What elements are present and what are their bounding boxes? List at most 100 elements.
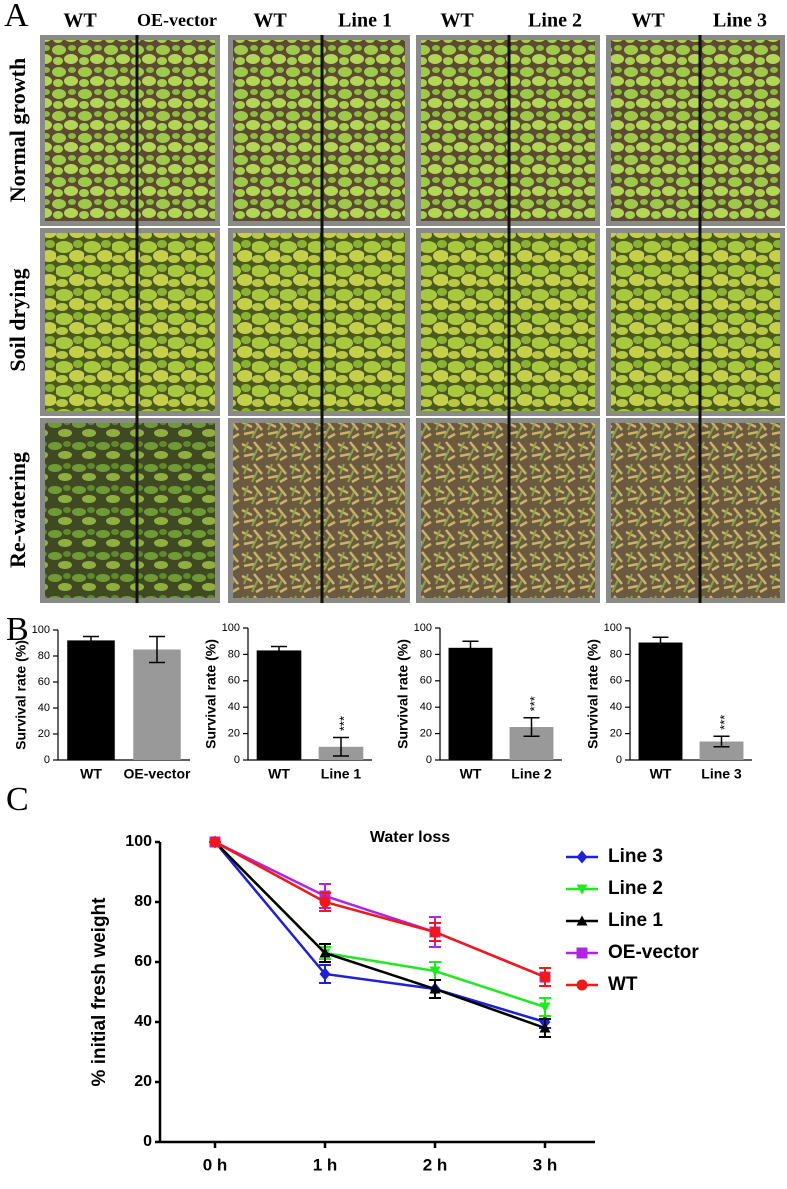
row-label: Re-watering [5,452,30,568]
y-tick-label: 80 [38,650,50,662]
error-bar [462,640,479,656]
marker [319,896,331,908]
x-tick-label: 3 h [533,1155,558,1174]
series-line [214,840,546,979]
x-tick-label: WT [80,766,102,782]
marker [576,915,588,926]
x-tick-label: Line 3 [701,766,742,782]
error-bar [333,736,349,757]
y-tick-label: 40 [134,1013,152,1030]
y-tick-label: 40 [228,701,240,713]
y-axis-label: Survival rate (%) [585,639,601,749]
significance: *** [527,696,542,711]
y-tick-label: 80 [420,648,432,660]
bar [638,642,683,760]
y-tick-label: 20 [134,1073,152,1090]
y-axis-label: Survival rate (%) [13,640,29,750]
y-tick-label: 60 [134,953,152,970]
marker [429,926,441,938]
marker [429,983,441,994]
y-tick-label: 0 [44,754,50,766]
marker [539,971,551,983]
series-line [214,841,546,1024]
column-header: WT [253,10,287,32]
marker [539,1022,551,1033]
photo-panel [40,35,785,603]
marker [319,947,331,958]
y-axis-label: Survival rate (%) [395,639,411,749]
panel-label: C [6,781,29,818]
photo [233,233,405,411]
y-tick-label: 0 [616,754,622,766]
bar [699,741,744,760]
column-header: OE-vector [137,10,217,30]
panel-label: A [4,0,29,34]
marker [576,884,588,895]
marker [576,850,588,864]
error-bar [271,645,287,656]
row-label: Soil drying [5,268,30,371]
marker [576,947,588,959]
y-tick-label: 0 [426,754,432,766]
y-tick-label: 80 [134,893,152,910]
y-tick-label: 40 [610,701,622,713]
legend-label: Line 3 [608,846,663,867]
column-header: WT [440,10,474,32]
y-tick-label: 60 [420,675,432,687]
photo [611,423,780,598]
legend-label: Line 1 [608,910,663,931]
column-header: WT [631,10,665,32]
photo [611,233,780,411]
y-tick-label: 100 [125,833,152,850]
row-label: Normal growth [5,58,30,202]
x-tick-label: OE-vector [124,766,191,782]
y-tick-label: 20 [228,728,240,740]
x-tick-label: 0 h [203,1155,228,1174]
error-bar [149,635,165,664]
significance: *** [717,715,732,730]
y-tick-label: 40 [420,701,432,713]
column-header: Line 1 [338,10,392,32]
legend-label: WT [608,974,638,995]
x-tick-label: Line 1 [321,766,362,782]
legend-label: Line 2 [608,878,663,899]
legend-label: OE-vector [608,942,699,963]
y-tick-label: 100 [32,624,50,636]
x-tick-label: WT [268,766,290,782]
y-tick-label: 60 [610,675,622,687]
x-tick-label: WT [460,766,482,782]
error-bar [652,636,669,649]
y-tick-label: 100 [604,622,622,634]
series-line [214,841,546,1030]
column-header: Line 3 [713,10,767,32]
marker [539,1002,551,1013]
y-tick-label: 100 [222,622,240,634]
significance: *** [336,716,351,731]
photo [233,423,405,598]
y-tick-label: 40 [38,702,50,714]
y-tick-label: 80 [228,648,240,660]
x-tick-label: 1 h [313,1155,338,1174]
marker [209,836,221,848]
bar [67,640,115,760]
y-tick-label: 60 [38,676,50,688]
photo [45,233,215,411]
error-bar [713,735,730,748]
marker [429,966,441,977]
y-tick-label: 20 [610,728,622,740]
photo [45,423,215,598]
y-tick-label: 0 [234,754,240,766]
y-tick-label: 60 [228,675,240,687]
column-header: Line 2 [528,10,582,32]
column-header: WT [63,10,97,32]
photo [611,40,780,221]
y-tick-label: 20 [420,728,432,740]
bar [448,647,493,760]
x-tick-label: 2 h [423,1155,448,1174]
y-axis-label: % initial fresh weight [89,897,110,1087]
y-tick-label: 100 [414,622,432,634]
photo [45,40,215,221]
y-tick-label: 0 [143,1133,152,1150]
panel-label: B [6,611,29,648]
